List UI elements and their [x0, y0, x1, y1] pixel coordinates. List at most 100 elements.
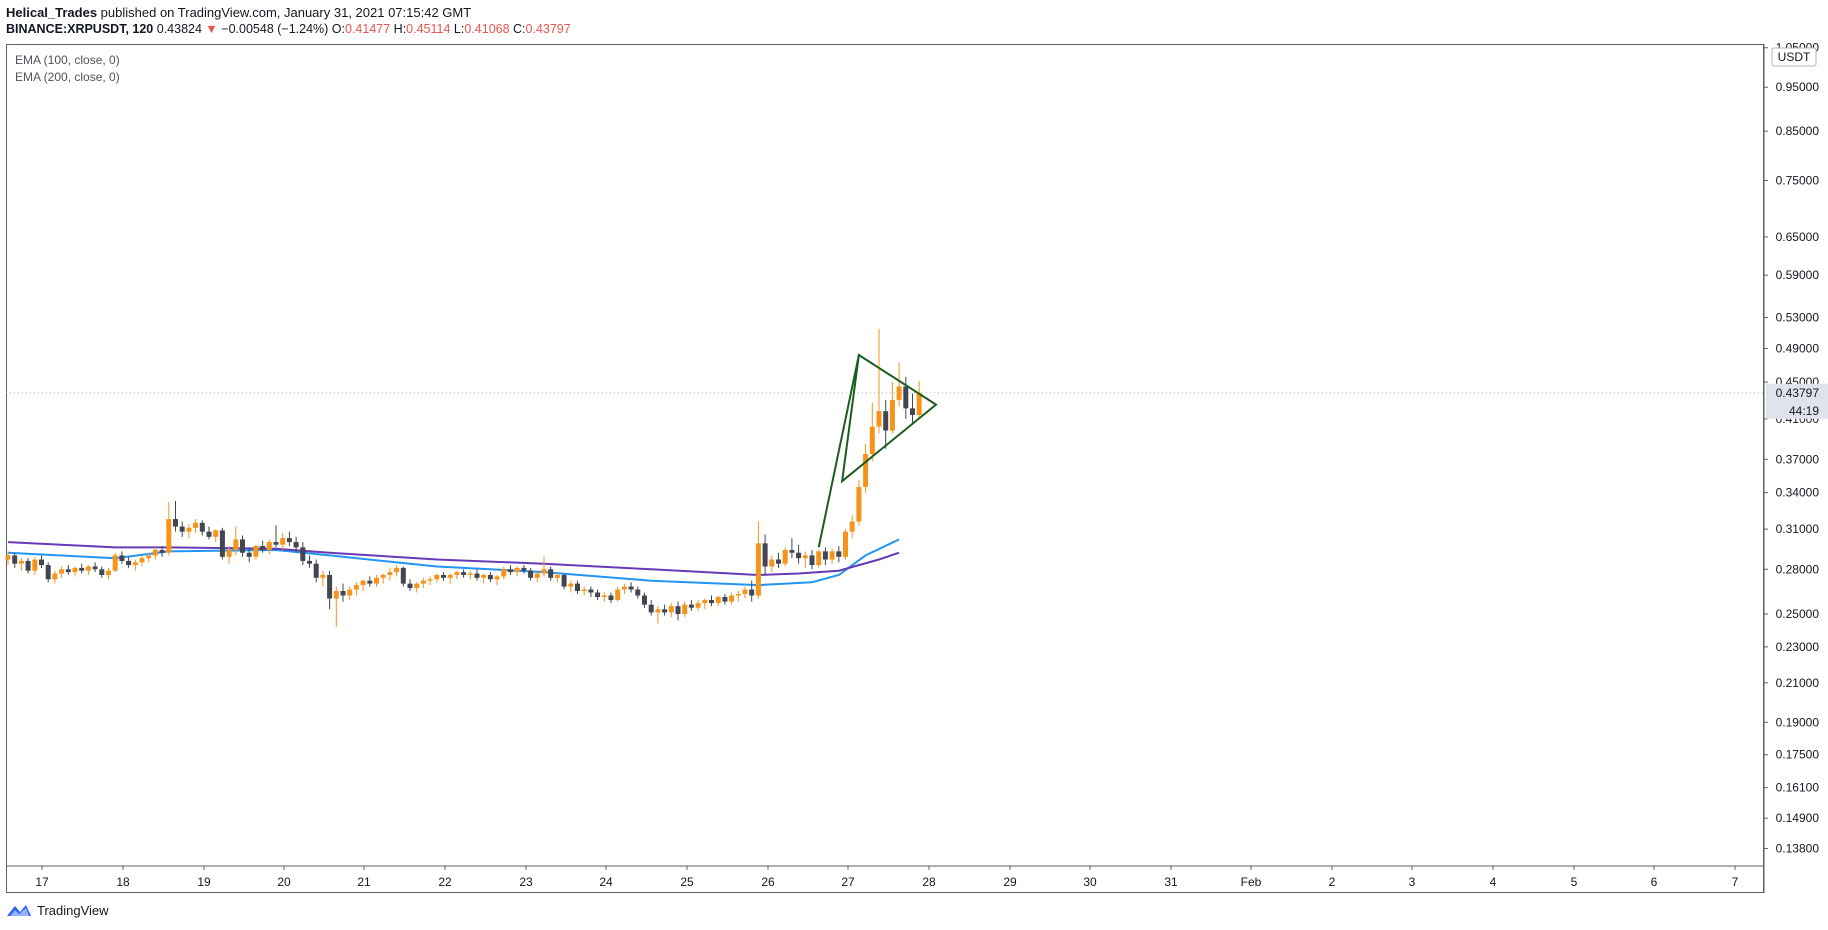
x-tick-label: 19: [197, 875, 211, 889]
candle-body: [119, 555, 125, 561]
candle-body: [72, 567, 78, 573]
candle-body: [494, 576, 500, 580]
currency-label: USDT: [1778, 50, 1811, 64]
countdown-tag: [1766, 401, 1828, 419]
candle-body: [461, 572, 467, 575]
candle-body: [514, 567, 520, 573]
candle-body: [199, 522, 205, 532]
x-tick-label: 27: [841, 875, 855, 889]
brand-name[interactable]: TradingView: [37, 902, 109, 918]
close-value: 0.43797: [525, 22, 571, 36]
candle-body: [749, 589, 755, 596]
x-tick-label: 26: [761, 875, 775, 889]
legend-ema-200[interactable]: EMA (200, close, 0): [15, 70, 120, 84]
candle-body: [387, 572, 393, 575]
last-price: 0.43824: [156, 22, 202, 36]
candle-body: [722, 597, 728, 602]
candle-body: [353, 585, 359, 590]
author-name[interactable]: Helical_Trades: [6, 5, 98, 20]
candle-body: [219, 530, 225, 557]
currency-box: [1771, 47, 1817, 67]
candle-body: [112, 555, 118, 571]
candle-body: [65, 569, 71, 573]
candle-body: [682, 604, 688, 614]
y-tick-label: 0.19000: [1776, 715, 1820, 729]
candle-body: [769, 559, 775, 567]
candle-body: [809, 555, 815, 566]
candle-body: [233, 539, 239, 551]
candle-body: [822, 551, 828, 560]
y-tick-label: 0.59000: [1776, 268, 1820, 282]
candle-body: [735, 593, 741, 596]
candle-body: [367, 580, 373, 584]
candle-body: [695, 603, 701, 608]
footer: TradingView: [6, 902, 109, 918]
x-tick-label: 2: [1329, 875, 1336, 889]
candle-body: [742, 589, 748, 594]
candle-body: [18, 560, 24, 564]
candle-body: [333, 591, 339, 599]
x-tick-label: 4: [1490, 875, 1497, 889]
x-tick-label: Feb: [1241, 875, 1262, 889]
candle-body: [648, 604, 654, 613]
candle-body: [903, 386, 909, 409]
candle-body: [152, 550, 158, 556]
legend-ema-100[interactable]: EMA (100, close, 0): [15, 53, 120, 67]
symbol-line: BINANCE:XRPUSDT, 120 0.43824 ▼ −0.00548 …: [6, 21, 571, 38]
candle-body: [260, 546, 266, 551]
candle-body: [621, 586, 627, 590]
x-tick-label: 22: [438, 875, 452, 889]
open-label: O:: [331, 22, 345, 36]
low-value: 0.41068: [464, 22, 510, 36]
candle-body: [675, 606, 681, 614]
open-value: 0.41477: [345, 22, 391, 36]
candle-body: [213, 530, 219, 537]
x-tick-label: 31: [1164, 875, 1178, 889]
candle-body: [400, 567, 406, 584]
candle-body: [481, 574, 487, 578]
candle-body: [916, 392, 922, 415]
candle-body: [186, 527, 192, 532]
candle-body: [327, 574, 333, 599]
candle-body: [836, 551, 842, 557]
candle-body: [762, 543, 768, 567]
candle-body: [534, 573, 540, 578]
candle-body: [521, 567, 527, 571]
candle-body: [374, 577, 379, 584]
candle-body: [668, 606, 674, 613]
candle-body: [132, 562, 138, 566]
publish-info: published on TradingView.com, January 31…: [97, 5, 472, 20]
candle-body: [286, 538, 292, 543]
candle-body: [25, 560, 31, 571]
candle-body: [776, 559, 781, 564]
y-tick-label: 0.14900: [1776, 811, 1820, 825]
candle-body: [394, 567, 400, 573]
chart-header: Helical_Trades published on TradingView.…: [6, 4, 571, 38]
last-price-tag-label: 0.43797: [1776, 386, 1820, 400]
candle-body: [628, 586, 634, 590]
candle-body: [39, 559, 44, 566]
candle-body: [427, 579, 433, 581]
x-tick-label: 7: [1732, 875, 1739, 889]
candle-body: [246, 552, 252, 557]
x-tick-label: 17: [35, 875, 49, 889]
y-tick-label: 0.16100: [1776, 781, 1820, 795]
candle-body: [32, 559, 38, 571]
low-label: L:: [453, 22, 465, 36]
candle-body: [447, 574, 453, 578]
y-tick-label: 0.13800: [1776, 841, 1820, 855]
symbol-label: BINANCE:XRPUSDT, 120: [6, 22, 154, 36]
x-tick-label: 18: [116, 875, 130, 889]
candle-body: [206, 531, 212, 537]
candle-body: [601, 595, 607, 598]
y-tick-label: 0.21000: [1776, 676, 1820, 690]
publish-line: Helical_Trades published on TradingView.…: [6, 4, 571, 21]
candle-body: [92, 566, 98, 570]
x-tick-label: 21: [357, 875, 371, 889]
tradingview-logo-icon: [7, 905, 31, 916]
candle-body: [829, 551, 835, 560]
x-tick-label: 3: [1409, 875, 1416, 889]
high-value: 0.45114: [406, 22, 451, 36]
y-tick-label: 0.53000: [1776, 311, 1820, 325]
